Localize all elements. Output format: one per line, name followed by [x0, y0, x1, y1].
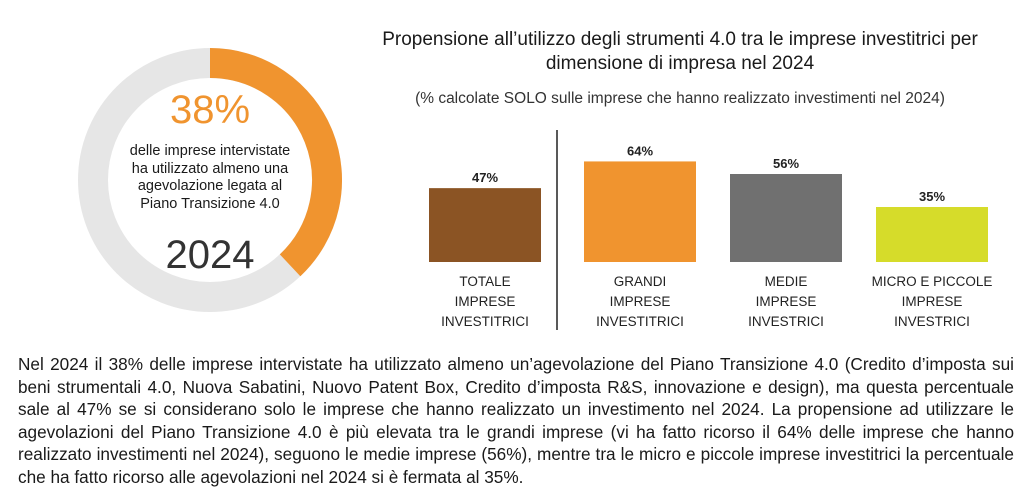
category-tick-label: IMPRESE [756, 294, 817, 309]
bar [730, 174, 842, 262]
bar [429, 188, 541, 262]
donut-year: 2024 [165, 233, 255, 277]
category-tick-label: GRANDI [614, 274, 667, 289]
chart-subtitle: (% calcolate SOLO sulle imprese che hann… [415, 90, 945, 107]
category-tick-label: TOTALE [459, 274, 510, 289]
category-tick-label: MICRO E PICCOLE [872, 274, 993, 289]
bar [584, 161, 696, 262]
category-tick-label: IMPRESE [610, 294, 671, 309]
donut-center: 38% delle imprese intervistate ha utiliz… [78, 48, 342, 312]
donut-description: delle imprese intervistate ha utilizzato… [129, 143, 291, 212]
category-tick-label: INVESTRICI [894, 314, 970, 329]
category-tick-label: MEDIE [765, 274, 808, 289]
bar-group: 64% GRANDI IMPRESE INVESTITRICI [584, 143, 696, 329]
chart-title: Propensione all’utilizzo degli strumenti… [382, 29, 978, 74]
summary-paragraph: Nel 2024 il 38% delle imprese intervista… [18, 354, 1014, 487]
category-tick-label: INVESTITRICI [441, 314, 529, 329]
bar-group: 47% TOTALE IMPRESE INVESTITRICI [429, 170, 541, 329]
donut-chart: 38% delle imprese intervistate ha utiliz… [78, 48, 342, 312]
category-tick-label: IMPRESE [902, 294, 963, 309]
bar [876, 207, 988, 262]
bar-chart: 47% TOTALE IMPRESE INVESTITRICI 64% GRANDI IMP… [429, 130, 993, 330]
donut-ring [78, 48, 342, 312]
bar-group: 35% MICRO E PICCOLE IMPRESE INVESTRICI [872, 189, 993, 329]
category-tick-label: IMPRESE [455, 294, 516, 309]
bar-value-label: 35% [919, 189, 945, 204]
category-tick-label: INVESTITRICI [596, 314, 684, 329]
category-tick-label: INVESTRICI [748, 314, 824, 329]
bar-value-label: 56% [773, 156, 799, 171]
bar-value-label: 47% [472, 170, 498, 185]
donut-percent-label: 38% [169, 88, 251, 132]
bar-group: 56% MEDIE IMPRESE INVESTRICI [730, 156, 842, 329]
bar-value-label: 64% [627, 143, 653, 158]
donut-value-arc [209, 48, 342, 277]
